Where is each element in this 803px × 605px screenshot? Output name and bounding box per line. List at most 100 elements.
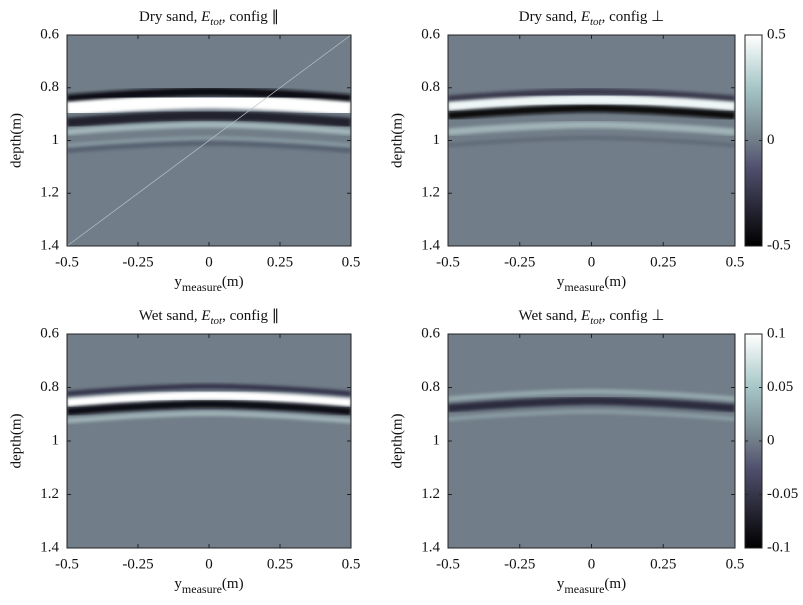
y-tick-label: 1.4	[421, 237, 440, 253]
reflection-band	[448, 135, 735, 148]
x-label-main: y	[557, 274, 565, 290]
title-text: Dry sand,	[519, 9, 581, 25]
y-axis-label: depth(m)	[8, 414, 24, 469]
x-tick-label: -0.25	[122, 254, 153, 270]
x-tick-label: 0.25	[650, 556, 676, 572]
title-symbol: E	[200, 308, 210, 324]
x-tick-label: 0.25	[650, 254, 676, 270]
title-subscript: tot	[590, 315, 603, 327]
title-text: , config ∥	[222, 308, 279, 324]
title-text: Wet sand,	[519, 308, 582, 324]
reflection-band	[448, 104, 735, 120]
y-tick-label: 1.4	[40, 237, 59, 253]
y-tick-label: 1.4	[421, 539, 440, 555]
title-subscript: tot	[210, 16, 223, 28]
colorbar-tick-label: 0.1	[767, 325, 786, 341]
x-label-main: y	[174, 274, 182, 290]
reflection-band	[67, 121, 351, 136]
reflection-band	[448, 409, 735, 422]
colorbar-tick-label: 0.05	[767, 379, 793, 395]
image	[448, 35, 735, 246]
title-symbol: E	[580, 9, 590, 25]
y-tick-label: 0.6	[40, 26, 59, 42]
panel: -0.5 -0.25 0 0.25 0.5 0.6 0.8 1 1.2 1.4 Dry sand, …	[8, 9, 360, 293]
y-axis-label: depth(m)	[389, 113, 405, 168]
y-tick-label: 1.2	[40, 486, 59, 502]
panel: -0.5 -0.25 0 0.25 0.5 0.6 0.8 1 1.2 1.4 Dry sand, …	[389, 9, 790, 293]
x-tick-label: -0.25	[504, 254, 535, 270]
x-tick-label: 0	[588, 254, 596, 270]
x-axis-label: ymeasure(m)	[174, 576, 243, 595]
x-label-main: y	[557, 576, 565, 592]
x-label-unit: (m)	[222, 274, 244, 290]
reflection-band	[67, 383, 351, 397]
panel: -0.5 -0.25 0 0.25 0.5 0.6 0.8 1 1.2 1.4 Wet sand, …	[8, 308, 360, 595]
x-label-subscript: measure	[564, 280, 604, 294]
x-tick-label: 0.25	[267, 254, 293, 270]
reflection-band	[448, 396, 735, 413]
x-axis-label: ymeasure(m)	[557, 274, 626, 293]
x-tick-label: -0.5	[55, 556, 79, 572]
title-text: , config ⊥	[602, 308, 665, 324]
image	[67, 35, 351, 246]
y-tick-label: 0.8	[40, 379, 59, 395]
image	[448, 334, 735, 548]
reflection-band	[67, 110, 351, 128]
title-symbol: E	[200, 9, 210, 25]
x-tick-label: 0	[205, 556, 213, 572]
panel-title: Dry sand, Etot, config ∥	[139, 9, 279, 27]
reflection-band	[448, 94, 735, 112]
y-tick-label: 1.2	[421, 185, 440, 201]
colorbar	[745, 35, 762, 246]
colorbar-tick-label: -0.05	[767, 486, 798, 502]
reflection-band	[67, 410, 351, 424]
x-tick-label: -0.5	[55, 254, 79, 270]
x-tick-label: 0.5	[342, 556, 361, 572]
reflection-band	[448, 121, 735, 136]
colorbar-tick-label: -0.1	[767, 539, 791, 555]
x-tick-label: -0.5	[436, 556, 460, 572]
colorbar	[745, 334, 762, 548]
image	[67, 334, 351, 548]
title-text: , config ⊥	[602, 9, 665, 25]
image-background	[67, 334, 351, 548]
x-label-subscript: measure	[182, 280, 222, 294]
reflection-band	[67, 87, 351, 104]
x-label-unit: (m)	[222, 576, 244, 592]
y-tick-label: 1	[433, 132, 441, 148]
x-tick-label: 0	[588, 556, 596, 572]
reflection-band	[67, 390, 351, 408]
colorbar-tick-label: -0.5	[767, 237, 791, 253]
x-tick-label: 0	[205, 254, 213, 270]
panel-title: Dry sand, Etot, config ⊥	[519, 9, 665, 27]
x-label-main: y	[174, 576, 182, 592]
y-tick-label: 1	[433, 432, 441, 448]
x-label-unit: (m)	[604, 274, 626, 290]
x-tick-label: 0.5	[342, 254, 361, 270]
colorbar-tick-label: 0	[767, 432, 775, 448]
y-tick-label: 0.8	[421, 379, 440, 395]
x-tick-label: -0.25	[504, 556, 535, 572]
title-subscript: tot	[211, 315, 224, 327]
artifact-line	[67, 35, 351, 246]
reflection-band	[67, 400, 351, 416]
y-tick-label: 1	[52, 132, 60, 148]
y-axis-label: depth(m)	[389, 414, 405, 469]
colorbar-tick-label: 0.5	[767, 26, 786, 42]
reflection-band	[67, 136, 351, 147]
y-tick-label: 0.8	[421, 79, 440, 95]
reflection-band	[448, 88, 735, 103]
reflection-band	[67, 94, 351, 116]
reflection-band	[448, 388, 735, 402]
x-axis-label: ymeasure(m)	[174, 274, 243, 293]
y-tick-label: 0.6	[421, 325, 440, 341]
y-axis-label: depth(m)	[8, 113, 24, 168]
x-tick-label: -0.5	[436, 254, 460, 270]
y-tick-label: 1.2	[40, 185, 59, 201]
x-tick-label: -0.25	[122, 556, 153, 572]
x-label-subscript: measure	[182, 582, 222, 596]
y-tick-label: 0.8	[40, 79, 59, 95]
title-text: Dry sand,	[139, 9, 201, 25]
